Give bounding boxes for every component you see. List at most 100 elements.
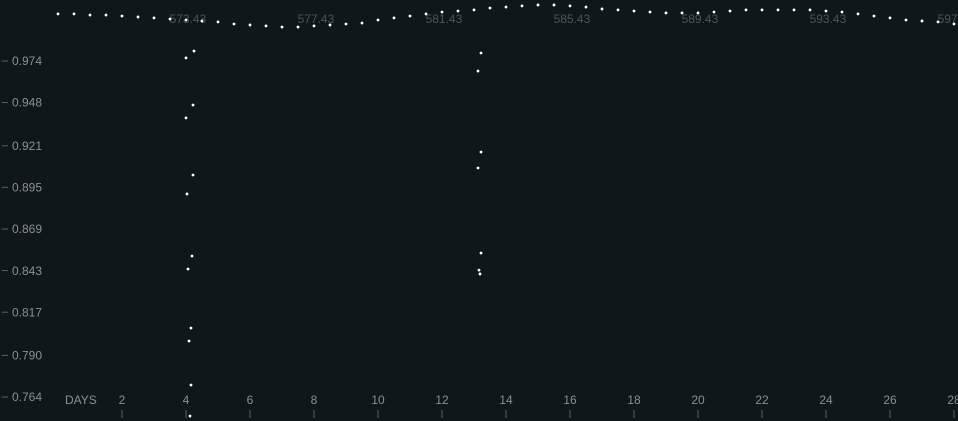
- top-tick-label: 581.43: [426, 12, 463, 26]
- data-point: [191, 103, 195, 107]
- x-tick-label: 8: [311, 393, 318, 407]
- data-point: [478, 272, 482, 276]
- data-point: [136, 15, 140, 19]
- data-point: [232, 22, 236, 26]
- x-axis-label: DAYS: [65, 393, 97, 407]
- data-point: [88, 13, 92, 17]
- x-tick-label: 12: [435, 393, 449, 407]
- data-point: [191, 173, 195, 177]
- top-tick-label: 573.43: [170, 12, 207, 26]
- data-point: [72, 12, 76, 16]
- x-tick-label: 10: [371, 393, 385, 407]
- data-point: [192, 49, 196, 53]
- top-tick-label: 585.43: [554, 12, 591, 26]
- top-tick-label: 593.43: [810, 12, 847, 26]
- y-tick-label: 0.817: [12, 305, 42, 319]
- y-tick-label: 0.790: [12, 349, 42, 363]
- data-point: [479, 51, 483, 55]
- data-point: [344, 22, 348, 26]
- data-point: [477, 268, 481, 272]
- data-point: [952, 22, 956, 26]
- data-point: [184, 116, 188, 120]
- data-point: [189, 383, 193, 387]
- data-point: [296, 25, 300, 29]
- x-tick-label: 14: [499, 393, 513, 407]
- data-point: [190, 254, 194, 258]
- data-point: [479, 150, 483, 154]
- data-point: [456, 9, 460, 13]
- x-tick-label: 26: [883, 393, 897, 407]
- data-point: [520, 4, 524, 8]
- data-point: [568, 4, 572, 8]
- x-tick-label: 2: [119, 393, 126, 407]
- top-tick-label: 589.43: [682, 12, 719, 26]
- data-point: [328, 23, 332, 27]
- x-tick-label: 16: [563, 393, 577, 407]
- data-point: [792, 8, 796, 12]
- data-point: [744, 8, 748, 12]
- data-point: [200, 19, 204, 23]
- data-point: [776, 8, 780, 12]
- x-tick-label: 6: [247, 393, 254, 407]
- data-point: [888, 16, 892, 20]
- data-point: [264, 24, 268, 28]
- data-point: [56, 12, 60, 16]
- data-point: [187, 339, 191, 343]
- data-point: [808, 8, 812, 12]
- data-point: [648, 10, 652, 14]
- top-tick-label: 597.43: [938, 12, 958, 26]
- data-point: [632, 9, 636, 13]
- data-point: [188, 414, 192, 418]
- x-tick-label: 4: [183, 393, 190, 407]
- data-point: [248, 23, 252, 27]
- data-point: [120, 14, 124, 18]
- data-point: [856, 12, 860, 16]
- data-point: [920, 19, 924, 23]
- data-point: [392, 16, 396, 20]
- data-point: [600, 7, 604, 11]
- data-point: [184, 56, 188, 60]
- x-tick-label: 28: [947, 393, 958, 407]
- data-point: [824, 9, 828, 13]
- x-tick-label: 24: [819, 393, 833, 407]
- data-point: [408, 14, 412, 18]
- data-point: [616, 8, 620, 12]
- data-point: [504, 5, 508, 9]
- data-point: [312, 24, 316, 28]
- x-tick-label: 20: [691, 393, 705, 407]
- data-point: [712, 10, 716, 14]
- data-point: [280, 25, 284, 29]
- data-point: [189, 326, 193, 330]
- y-tick-label: 0.895: [12, 181, 42, 195]
- data-point: [168, 17, 172, 21]
- data-point: [536, 3, 540, 7]
- data-point: [728, 9, 732, 13]
- data-point: [185, 192, 189, 196]
- data-point: [936, 20, 940, 24]
- data-point: [472, 8, 476, 12]
- data-point: [476, 69, 480, 73]
- data-point: [440, 10, 444, 14]
- data-point: [184, 18, 188, 22]
- y-tick-label: 0.948: [12, 96, 42, 110]
- data-point: [488, 6, 492, 10]
- y-tick-label: 0.921: [12, 139, 42, 153]
- x-tick-label: 22: [755, 393, 769, 407]
- y-tick-label: 0.843: [12, 264, 42, 278]
- data-point: [186, 267, 190, 271]
- y-tick-label: 0.764: [12, 390, 42, 404]
- data-point: [476, 166, 480, 170]
- data-point: [760, 8, 764, 12]
- data-point: [552, 3, 556, 7]
- top-tick-label: 577.43: [298, 12, 335, 26]
- data-point: [479, 251, 483, 255]
- data-point: [904, 18, 908, 22]
- y-tick-label: 0.974: [12, 54, 42, 68]
- data-point: [376, 18, 380, 22]
- data-point: [584, 5, 588, 9]
- data-point: [680, 11, 684, 15]
- data-point: [696, 11, 700, 15]
- data-point: [664, 11, 668, 15]
